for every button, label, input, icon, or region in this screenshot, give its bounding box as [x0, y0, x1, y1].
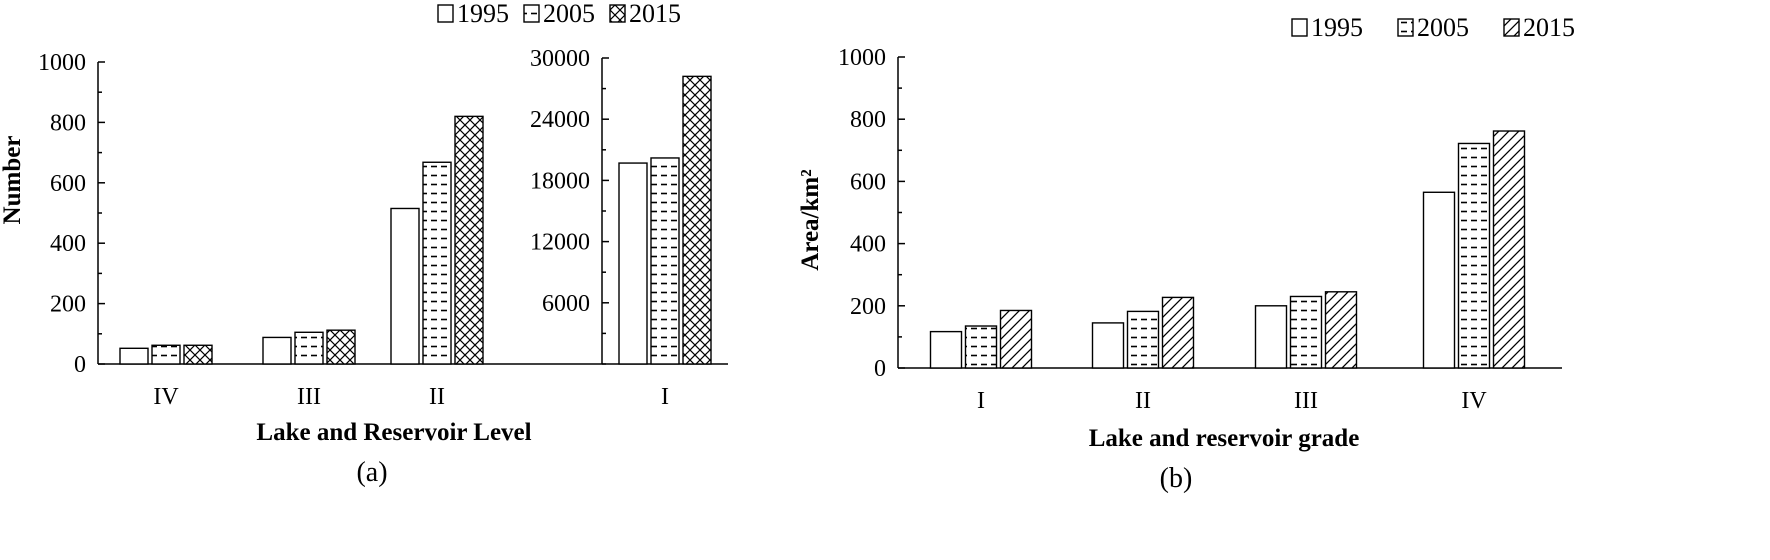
legend-label-2005: 2005 [543, 0, 595, 28]
chart-b-x-tick-label-II: II [1135, 388, 1151, 414]
chart-a-bar-II-2015 [454, 115, 484, 365]
chart-a-right-y-tick-label: 30000 [530, 46, 590, 72]
chart-b-bar-II-1995 [1091, 322, 1125, 369]
chart-a-bar-III-2005 [294, 331, 324, 365]
chart-a-bar-I-2015 [682, 75, 712, 365]
chart-b-bar-III-2015 [1324, 291, 1358, 369]
chart-b-legend: 1995 2005 2015 [1291, 13, 1575, 42]
chart-b-y-tick-label: 1000 [838, 45, 886, 71]
chart-a-x-tick-label-I: I [661, 384, 669, 410]
chart-a: Number Lake and Reservoir Level (a) 1995… [0, 0, 728, 488]
legend-swatch-2015 [609, 4, 626, 23]
chart-a-right-y-tick-label: 12000 [530, 230, 590, 256]
chart-a-left-y-tick-label: 200 [50, 292, 86, 318]
legend-swatch-2005 [1397, 18, 1414, 37]
chart-a-x-tick-label-II: II [429, 384, 445, 410]
chart-b-bars [929, 130, 1526, 369]
chart-a-ylabel: Number [0, 136, 26, 225]
chart-b-y-tick-label: 600 [850, 169, 886, 195]
chart-b-x-tick-label-IV: IV [1461, 388, 1487, 414]
chart-b-xlabel: Lake and reservoir grade [1089, 425, 1360, 452]
legend-swatch-2005 [523, 4, 540, 23]
chart-a-right-y-tick-label: 24000 [530, 107, 590, 133]
chart-a-bar-IV-2005 [151, 344, 181, 365]
chart-b-bar-I-1995 [929, 330, 963, 369]
chart-a-bar-III-2015 [326, 329, 356, 365]
chart-b-caption: (b) [1160, 463, 1193, 494]
chart-b-ylabel: Area/km² [797, 169, 824, 270]
legend-swatch-2015 [1503, 18, 1520, 37]
chart-a-right-y-tick-label: 18000 [530, 168, 590, 194]
legend-label-2015: 2015 [629, 0, 681, 28]
chart-a-xlabel: Lake and Reservoir Level [256, 419, 531, 446]
chart-b: Area/km² Lake and reservoir grade (b) 19… [797, 13, 1575, 494]
chart-b-bar-III-1995 [1254, 305, 1288, 369]
chart-b-x-tick-label-I: I [977, 388, 985, 414]
chart-b-bar-I-2005 [964, 325, 998, 369]
legend-swatch-1995 [437, 4, 454, 23]
chart-b-y-tick-label: 400 [850, 232, 886, 258]
chart-a-left-y-tick-label: 400 [50, 231, 86, 257]
chart-a-left-y-tick-label: 600 [50, 171, 86, 197]
legend-label-1995: 1995 [1311, 13, 1363, 42]
chart-a-bar-I-1995 [618, 162, 648, 365]
legend-swatch-1995 [1291, 18, 1308, 37]
chart-b-bar-II-2015 [1161, 296, 1195, 369]
chart-b-bar-IV-2015 [1492, 130, 1526, 369]
chart-a-bar-III-1995 [262, 336, 292, 365]
chart-a-bar-II-1995 [390, 207, 420, 365]
chart-a-right-y-tick-label: 6000 [542, 291, 590, 317]
chart-b-bar-I-2015 [999, 309, 1033, 369]
chart-a-left-y-tick-label: 800 [50, 110, 86, 136]
chart-a-left-y-tick-label: 0 [74, 352, 86, 378]
chart-a-x-tick-label-IV: IV [153, 384, 179, 410]
chart-a-bar-IV-2015 [183, 344, 213, 365]
chart-b-y-tick-label: 0 [874, 356, 886, 382]
chart-a-left-y-tick-label: 1000 [38, 50, 86, 76]
chart-b-x-tick-label-III: III [1294, 388, 1318, 414]
chart-b-y-tick-label: 200 [850, 294, 886, 320]
chart-a-bar-II-2005 [422, 161, 452, 365]
chart-a-legend: 1995 2005 2015 [437, 0, 681, 28]
chart-a-bar-IV-1995 [119, 347, 149, 365]
legend-label-2005: 2005 [1417, 13, 1469, 42]
chart-a-bar-I-2005 [650, 157, 680, 365]
chart-a-bars [119, 75, 712, 365]
chart-b-bar-IV-2005 [1457, 142, 1491, 369]
chart-b-bar-IV-1995 [1422, 191, 1456, 369]
legend-label-1995: 1995 [457, 0, 509, 28]
legend-label-2015: 2015 [1523, 13, 1575, 42]
chart-b-bar-II-2005 [1126, 310, 1160, 369]
chart-a-caption: (a) [356, 457, 387, 488]
chart-b-y-tick-label: 800 [850, 107, 886, 133]
chart-b-bar-III-2005 [1289, 295, 1323, 369]
chart-a-x-tick-label-III: III [297, 384, 321, 410]
